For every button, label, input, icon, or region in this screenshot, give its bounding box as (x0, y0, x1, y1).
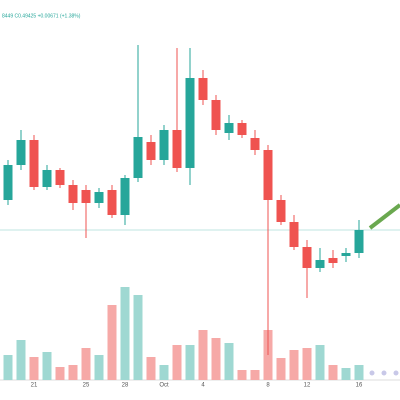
flag-icon (393, 370, 399, 376)
x-tick-label: 25 (83, 383, 90, 389)
flag-icon (369, 370, 375, 376)
candle-body (42, 170, 52, 187)
volume-bar (16, 340, 26, 380)
candle-body (185, 78, 195, 168)
flags (369, 370, 399, 376)
trend-line (368, 203, 400, 230)
candle-body (237, 123, 247, 135)
x-tick-label: 12 (304, 383, 311, 389)
volume-bar (3, 355, 13, 380)
header: 8449 C0.49425 +0.00671 (+1.38%) (2, 13, 81, 19)
volume-bar (328, 365, 338, 380)
candle-body (107, 190, 117, 215)
candle-body (276, 200, 286, 222)
volume-bar (81, 348, 91, 380)
candle-body (328, 258, 338, 263)
candle-body (341, 253, 351, 256)
volume-bar (172, 345, 182, 380)
candle-body (315, 260, 325, 268)
candle-body (133, 137, 143, 178)
candle-body (211, 100, 221, 130)
x-tick-label: 4 (201, 383, 205, 389)
candle-body (250, 138, 260, 150)
candle-body (159, 130, 169, 160)
x-tick-label: 16 (356, 383, 363, 389)
volume-bar (133, 295, 143, 380)
candle-body (354, 230, 364, 253)
x-tick-label: Oct (159, 383, 169, 389)
x-tick-label: 21 (31, 383, 38, 389)
candle-body (16, 140, 26, 165)
candle-body (3, 165, 13, 200)
x-tick-label: 28 (122, 383, 129, 389)
candle-body (198, 78, 208, 100)
volume-bar (29, 357, 39, 380)
volume-bar (224, 343, 234, 380)
volume-bar (211, 338, 221, 380)
candle-body (94, 192, 104, 203)
candle-body (146, 142, 156, 160)
volume-bar (341, 368, 351, 380)
volume-bar (94, 355, 104, 380)
volume-bar (42, 352, 52, 380)
candle-body (224, 123, 234, 133)
volume-bar (185, 345, 195, 380)
x-tick-label: 8 (266, 383, 270, 389)
volume-bar (289, 350, 299, 380)
candle-body (81, 190, 91, 203)
candle-body (302, 247, 312, 268)
volume-bar (120, 287, 130, 380)
flag-icon (381, 370, 387, 376)
volume-bar (302, 348, 312, 380)
volume-bar (159, 365, 169, 380)
volume-bar (55, 367, 65, 380)
candle-body (68, 185, 78, 203)
candle-body (263, 150, 273, 200)
volume-bar (146, 357, 156, 380)
volume-bar (198, 330, 208, 380)
volume-bar (354, 365, 364, 380)
volume-bar (107, 305, 117, 380)
volume-bar (237, 370, 247, 380)
candle-body (172, 130, 182, 168)
candle-body (289, 222, 299, 247)
volume-bar (315, 345, 325, 380)
volume-bar (68, 365, 78, 380)
candle-body (29, 140, 39, 187)
volume-bar (276, 358, 286, 380)
candle-body (55, 170, 65, 185)
volume-bar (250, 370, 260, 380)
candle-body (120, 178, 130, 215)
